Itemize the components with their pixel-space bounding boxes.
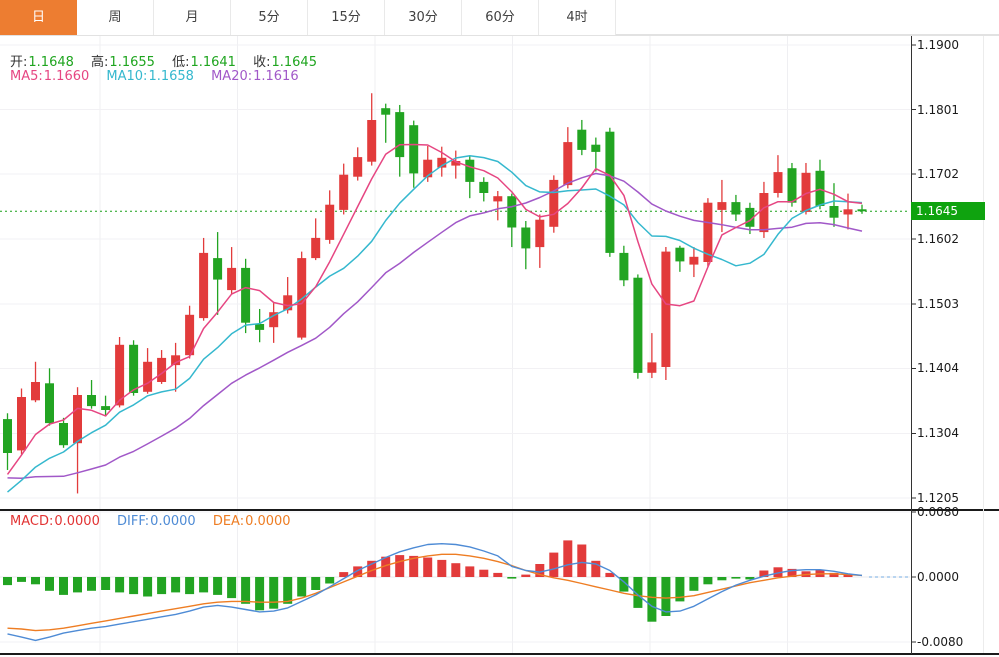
ma10-readout: MA10:1.1658 — [106, 69, 194, 84]
axis-tick-label: 1.1801 — [917, 102, 959, 117]
axis-tick-label: 1.1205 — [917, 491, 959, 505]
axis-tick-label: 1.1702 — [917, 167, 959, 182]
tab-4hour[interactable]: 4时 — [539, 0, 616, 35]
tab-60min[interactable]: 60分 — [462, 0, 539, 35]
close-readout: 收:1.1645 — [253, 55, 317, 70]
axis-tick-label: 1.1602 — [917, 232, 959, 247]
last-price-value: 1.1645 — [916, 204, 958, 219]
dea-readout: DEA:0.0000 — [212, 514, 291, 529]
low-readout: 低:1.1641 — [172, 55, 236, 70]
timeframe-tabbar: 日周月 5分 15分 30分 60分 4时 — [0, 0, 999, 35]
tab-15min[interactable]: 15分 — [308, 0, 385, 35]
open-readout: 开:1.1648 — [10, 55, 74, 70]
tab-week[interactable]: 周 — [77, 0, 154, 35]
diff-readout: DIFF:0.0000 — [117, 514, 196, 529]
ma-legend: MA5:1.1660 MA10:1.1658 MA20:1.1616 — [10, 69, 312, 84]
macd-readout: MACD:0.0000 — [10, 514, 100, 529]
axis-tick-label: 1.1503 — [917, 296, 959, 311]
macd-legend: MACD:0.0000 DIFF:0.0000 DEA:0.0000 — [10, 514, 304, 529]
axis-tick-label: -0.0080 — [917, 635, 964, 649]
ohlc-legend: 开:1.1648 高:1.1655 低:1.1641 收:1.1645 — [10, 51, 330, 70]
tab-month[interactable]: 月 — [154, 0, 231, 35]
ma5-readout: MA5:1.1660 — [10, 69, 90, 84]
tab-day[interactable]: 日 — [0, 0, 77, 35]
axis-tick-label: 1.1404 — [917, 361, 959, 376]
tab-5min[interactable]: 5分 — [231, 0, 308, 35]
ma20-readout: MA20:1.1616 — [211, 69, 299, 84]
tab-30min[interactable]: 30分 — [385, 0, 462, 35]
axis-tick-label: 1.1304 — [917, 426, 959, 441]
axis-tick-label: 1.1900 — [917, 38, 959, 52]
last-price-badge: 1.1645 — [911, 202, 985, 221]
axis-tick-label: 0.0000 — [917, 570, 959, 584]
axis-tick-label: 0.0080 — [917, 505, 959, 519]
high-readout: 高:1.1655 — [91, 55, 155, 70]
